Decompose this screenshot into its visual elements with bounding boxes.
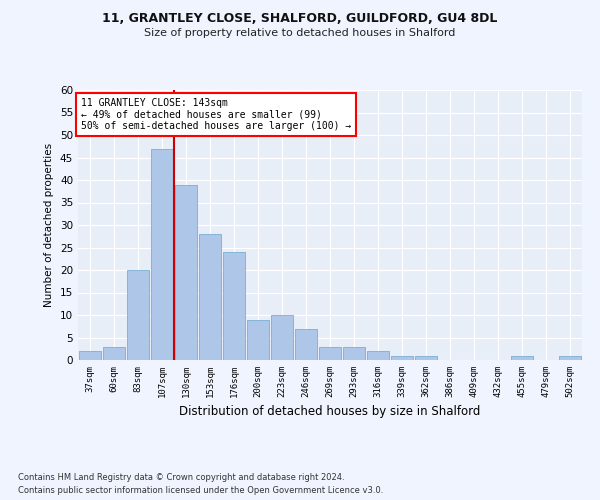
Bar (391, 356, 413, 360)
Text: 11 GRANTLEY CLOSE: 143sqm
← 49% of detached houses are smaller (99)
50% of semi-: 11 GRANTLEY CLOSE: 143sqm ← 49% of detac… (80, 98, 351, 132)
Bar (319, 346, 341, 360)
Bar (559, 356, 581, 360)
Bar (127, 270, 149, 360)
Text: 11, GRANTLEY CLOSE, SHALFORD, GUILDFORD, GU4 8DL: 11, GRANTLEY CLOSE, SHALFORD, GUILDFORD,… (103, 12, 497, 26)
Bar (79, 351, 101, 360)
Bar (511, 356, 533, 360)
Bar (223, 252, 245, 360)
Bar (343, 346, 365, 360)
Bar (415, 356, 437, 360)
Text: Contains HM Land Registry data © Crown copyright and database right 2024.: Contains HM Land Registry data © Crown c… (18, 472, 344, 482)
Bar (247, 320, 269, 360)
X-axis label: Distribution of detached houses by size in Shalford: Distribution of detached houses by size … (179, 406, 481, 418)
Bar (271, 315, 293, 360)
Text: Size of property relative to detached houses in Shalford: Size of property relative to detached ho… (145, 28, 455, 38)
Bar (199, 234, 221, 360)
Bar (367, 351, 389, 360)
Bar (295, 328, 317, 360)
Text: Contains public sector information licensed under the Open Government Licence v3: Contains public sector information licen… (18, 486, 383, 495)
Y-axis label: Number of detached properties: Number of detached properties (44, 143, 55, 307)
Bar (175, 184, 197, 360)
Bar (103, 346, 125, 360)
Bar (151, 148, 173, 360)
